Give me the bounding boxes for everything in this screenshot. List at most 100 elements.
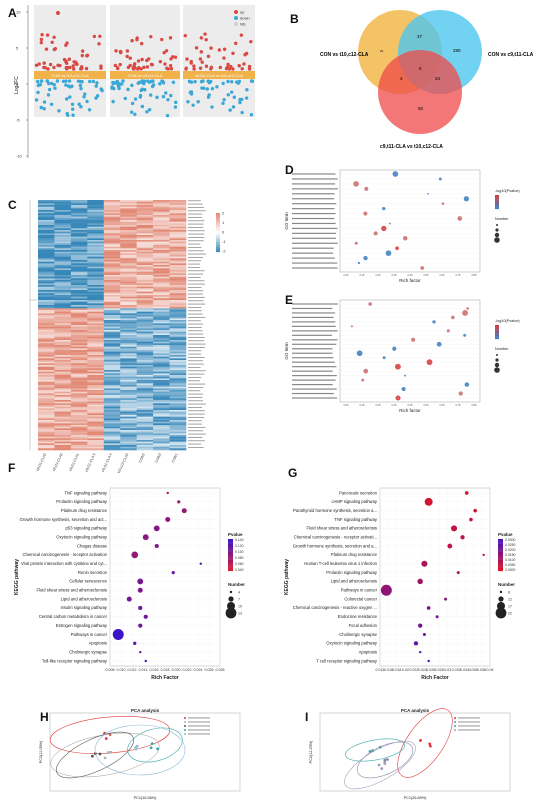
heatmap-cell [153, 400, 170, 402]
heatmap-cell [120, 203, 137, 206]
kegg-term-label: Toll-like receptor signaling pathway [42, 658, 108, 663]
heatmap-cell [70, 315, 88, 317]
heatmap-cell [120, 286, 137, 289]
pca-ellipse [56, 731, 134, 779]
heatmap-cell [103, 343, 121, 346]
heatmap-cell [153, 408, 170, 411]
heatmap-cell [136, 426, 154, 429]
go-term-label [292, 312, 336, 314]
kegg-bubble [417, 578, 423, 585]
heatmap-cell [70, 290, 88, 292]
go-term-label [292, 237, 336, 239]
heatmap-cell [153, 301, 170, 304]
heatmap-cell [54, 405, 72, 407]
heatmap-cell [136, 326, 154, 329]
heatmap-cell [54, 410, 72, 412]
heatmap-cell [87, 373, 105, 376]
heatmap-cell [103, 431, 121, 434]
heatmap-cell [153, 253, 170, 256]
heatmap-row-label [188, 303, 206, 305]
heatmap-cell [153, 445, 170, 447]
heatmap-cell [136, 246, 154, 249]
heatmap-colorbar-segment [216, 245, 220, 247]
venn-count-ab: 37 [417, 34, 423, 39]
heatmap-cell [87, 353, 105, 356]
heatmap-row-label [188, 420, 202, 422]
go-colorbar-segment [495, 204, 499, 207]
heatmap-cell [169, 253, 187, 256]
heatmap-cell [136, 335, 154, 337]
heatmap-cell [120, 375, 137, 377]
heatmap-cell [103, 371, 121, 374]
venn-label-a: CON vs t10,c12-CLA [320, 52, 369, 58]
heatmap-cell [153, 340, 170, 342]
heatmap-cell [38, 381, 55, 384]
volcano-point-up [209, 65, 214, 70]
kegg-colorbar-segment [498, 551, 503, 554]
heatmap-cell [169, 243, 187, 246]
heatmap-column-label: c9,t11-CLA3 [35, 453, 47, 472]
heatmap-cell [87, 310, 105, 312]
heatmap-cell [103, 268, 121, 271]
heatmap-cell [87, 371, 105, 374]
heatmap-cell [103, 210, 121, 212]
heatmap-cell [169, 365, 187, 367]
heatmap-cell [54, 348, 72, 351]
pca-point [156, 747, 160, 751]
go-term-label [292, 339, 338, 341]
heatmap-cell [70, 331, 88, 334]
volcano-point-up [67, 57, 72, 61]
volcano-point-up [242, 62, 246, 66]
heatmap-cell [54, 363, 72, 366]
heatmap-cell [120, 373, 137, 376]
heatmap-cell [136, 395, 154, 397]
kegg-colorbar-segment [498, 542, 503, 544]
venn-count-c: 50 [418, 106, 424, 111]
heatmap-cell [87, 271, 105, 274]
kegg-pval-tick: 0.120 [235, 544, 244, 548]
heatmap-cell [38, 410, 55, 412]
volcano-point-up [65, 41, 69, 45]
venn-count-bc: 34 [435, 76, 441, 81]
heatmap-cell [103, 205, 121, 207]
heatmap-cell [87, 408, 105, 411]
heatmap-cell [136, 236, 154, 239]
kegg-colorbar-segment [228, 564, 233, 567]
heatmap-cell [153, 368, 170, 371]
heatmap-cell [54, 250, 72, 252]
heatmap-row-label [188, 280, 205, 282]
volcano-point-down [80, 79, 84, 84]
heatmap-cell [38, 203, 55, 206]
heatmap-cell [153, 383, 170, 386]
heatmap-cell [38, 333, 55, 336]
heatmap-cell [103, 263, 121, 266]
heatmap-cell [120, 356, 137, 359]
volcano-point-up [218, 65, 223, 70]
heatmap-cell [169, 345, 187, 347]
heatmap-cell [153, 265, 170, 267]
heatmap-colorbar-segment [216, 246, 220, 249]
heatmap-cell [153, 426, 170, 429]
heatmap-cell [103, 350, 121, 352]
heatmap-cell [103, 276, 121, 279]
heatmap-cell [169, 276, 187, 279]
heatmap-cell [38, 311, 55, 314]
go-plot-frame [339, 299, 481, 403]
heatmap-cell [153, 328, 170, 331]
heatmap-cell [169, 385, 187, 387]
heatmap-cell [103, 363, 121, 366]
heatmap-cell [153, 366, 170, 369]
heatmap-cell [38, 378, 55, 381]
kegg-pval-tick: 0.0300 [505, 538, 515, 542]
heatmap-cell [103, 430, 121, 432]
heatmap-cell [120, 418, 137, 421]
heatmap-cell [87, 208, 105, 211]
kegg-colorbar-segment [228, 545, 233, 548]
heatmap-cell [87, 205, 105, 207]
heatmap-cell [87, 211, 105, 214]
kegg-term-label: Lipid and atherosclerosis [61, 596, 107, 601]
heatmap-cell [136, 441, 154, 444]
go-term-label [292, 370, 333, 372]
kegg-colorbar-segment [228, 563, 233, 565]
go-bubble [464, 382, 470, 387]
